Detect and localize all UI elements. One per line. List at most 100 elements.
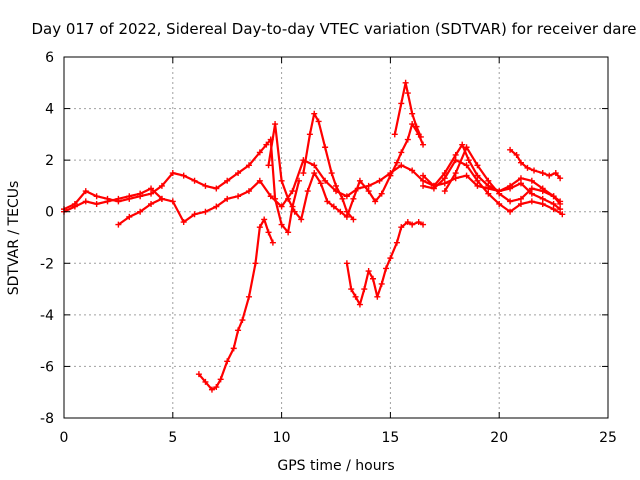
data-point: [463, 144, 470, 151]
data-point: [245, 293, 252, 300]
data-point: [169, 170, 176, 177]
data-point: [104, 198, 111, 205]
data-point: [235, 170, 242, 177]
data-point: [217, 376, 224, 383]
data-point: [343, 260, 350, 267]
data-point: [272, 121, 279, 128]
data-point: [269, 239, 276, 246]
data-point: [93, 200, 100, 207]
data-point: [300, 170, 307, 177]
data-point: [213, 185, 220, 192]
data-point: [420, 182, 427, 189]
data-point: [245, 188, 252, 195]
data-point: [261, 216, 268, 223]
data-point: [256, 149, 263, 156]
data-point: [539, 200, 546, 207]
data-point: [393, 239, 400, 246]
data-point: [256, 224, 263, 231]
data-point: [180, 219, 187, 226]
data-point: [230, 345, 237, 352]
y-tick-label: -6: [40, 359, 54, 375]
data-point: [398, 100, 405, 107]
data-point: [507, 208, 514, 215]
data-point: [343, 208, 350, 215]
data-point: [311, 110, 318, 117]
data-point: [383, 265, 390, 272]
data-point: [539, 188, 546, 195]
data-point: [374, 293, 381, 300]
data-point: [409, 221, 416, 228]
data-point: [356, 177, 363, 184]
data-point: [378, 190, 385, 197]
data-point: [474, 177, 481, 184]
data-point: [158, 182, 165, 189]
data-point: [239, 317, 246, 324]
data-point: [93, 193, 100, 200]
data-point: [496, 190, 503, 197]
series-line: [443, 146, 561, 203]
y-axis-label: SDTVAR / TECUs: [6, 181, 22, 296]
data-point: [452, 157, 459, 164]
series-line: [302, 112, 355, 221]
data-point: [337, 208, 344, 215]
data-point: [369, 275, 376, 282]
data-point: [517, 200, 524, 207]
data-point: [557, 175, 564, 182]
data-point: [202, 208, 209, 215]
data-point: [507, 182, 514, 189]
data-point: [285, 195, 292, 202]
data-point: [195, 371, 202, 378]
data-point: [550, 206, 557, 213]
data-point: [465, 157, 472, 164]
data-point: [420, 177, 427, 184]
data-point: [224, 358, 231, 365]
data-point: [115, 221, 122, 228]
data-point: [485, 182, 492, 189]
chart-title: Day 017 of 2022, Sidereal Day-to-day VTE…: [31, 20, 636, 38]
data-point: [224, 177, 231, 184]
data-point: [71, 203, 78, 210]
data-point: [322, 177, 329, 184]
data-point: [398, 149, 405, 156]
data-point: [452, 151, 459, 158]
data-point: [404, 219, 411, 226]
data-point: [126, 213, 133, 220]
data-point: [213, 384, 220, 391]
data-point: [387, 172, 394, 179]
data-point: [115, 195, 122, 202]
data-point: [148, 190, 155, 197]
data-point: [531, 167, 538, 174]
x-tick-label: 0: [60, 430, 69, 446]
data-point: [398, 224, 405, 231]
data-point: [148, 185, 155, 192]
data-point: [265, 229, 272, 236]
data-point: [348, 286, 355, 293]
data-point: [324, 198, 331, 205]
x-tick-label: 25: [599, 430, 617, 446]
series-line: [509, 148, 561, 179]
data-point: [191, 211, 198, 218]
data-point: [463, 172, 470, 179]
data-point: [330, 203, 337, 210]
data-point: [550, 193, 557, 200]
data-point: [137, 208, 144, 215]
data-point: [361, 286, 368, 293]
data-point: [365, 182, 372, 189]
data-point: [328, 170, 335, 177]
data-point: [322, 144, 329, 151]
data-point: [420, 221, 427, 228]
data-point: [126, 193, 133, 200]
data-point: [339, 195, 346, 202]
data-point: [82, 198, 89, 205]
data-point: [420, 141, 427, 148]
data-point: [552, 170, 559, 177]
data-point: [507, 198, 514, 205]
data-point: [256, 177, 263, 184]
data-point: [158, 195, 165, 202]
data-point: [441, 180, 448, 187]
data-point: [245, 162, 252, 169]
data-point: [343, 193, 350, 200]
data-point: [550, 200, 557, 207]
data-point: [333, 182, 339, 189]
